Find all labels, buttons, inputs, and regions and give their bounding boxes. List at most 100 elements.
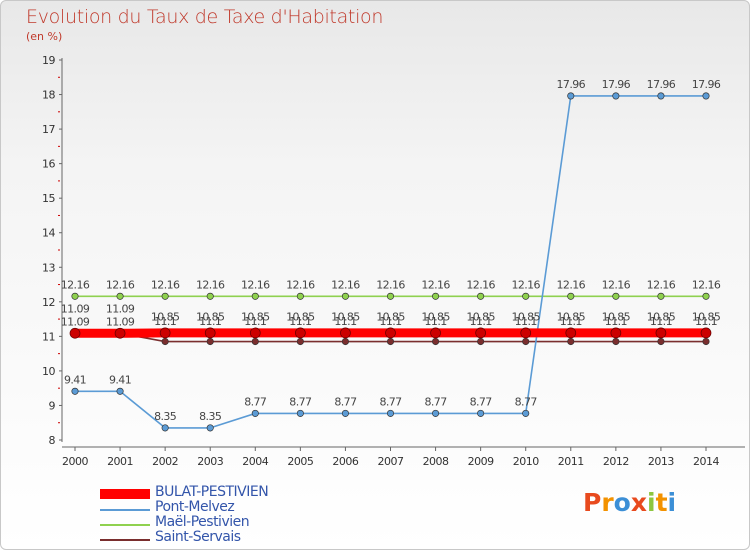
- data-label: 12.16: [466, 278, 495, 291]
- chart-subtitle: (en %): [26, 30, 63, 43]
- data-label: 8.77: [515, 395, 538, 408]
- data-point: [251, 409, 259, 417]
- x-tick-label: 2007: [378, 455, 404, 468]
- data-point: [71, 292, 79, 300]
- data-point: [341, 292, 349, 300]
- data-point: [612, 337, 620, 346]
- data-point: [116, 292, 124, 300]
- data-label: 10.85: [647, 311, 676, 324]
- data-label: 11.09: [61, 302, 90, 315]
- y-tick-label: 11: [42, 330, 55, 343]
- data-label: 11.1: [470, 315, 492, 328]
- data-point: [432, 337, 440, 346]
- data-point: [477, 409, 485, 417]
- data-label: 11.1: [199, 315, 221, 328]
- data-label: 11.1: [379, 315, 401, 328]
- logo-letter: i: [667, 488, 677, 517]
- data-label: 12.16: [151, 278, 180, 291]
- data-label: 10.85: [196, 311, 225, 324]
- data-label: 11.1: [244, 315, 266, 328]
- data-label: 11.1: [289, 315, 311, 328]
- legend-label: Pont-Melvez: [155, 499, 235, 515]
- data-point: [386, 292, 395, 300]
- data-point: [612, 292, 620, 300]
- data-point: [341, 409, 349, 417]
- x-tick-label: 2011: [558, 455, 584, 468]
- data-label: 8.77: [379, 395, 402, 408]
- series-line-1: [75, 95, 706, 429]
- data-label: 17.96: [602, 78, 631, 91]
- data-point: [702, 292, 710, 300]
- data-point: [71, 387, 79, 395]
- data-label: 12.16: [331, 278, 360, 291]
- data-point: [700, 327, 712, 339]
- data-point: [567, 92, 575, 100]
- data-label: 8.35: [154, 410, 177, 423]
- legend-label: Saint-Servais: [155, 529, 241, 545]
- x-tick-label: 2010: [513, 455, 539, 468]
- logo-letter: o: [613, 488, 631, 517]
- data-point: [206, 337, 214, 346]
- data-point: [657, 292, 665, 300]
- legend-swatch: [100, 524, 150, 526]
- data-label: 12.16: [647, 278, 676, 291]
- x-tick-label: 2001: [107, 455, 133, 468]
- logo-letter: t: [655, 488, 668, 517]
- data-point: [295, 327, 306, 339]
- data-point: [430, 327, 441, 339]
- data-point: [385, 327, 396, 339]
- data-point: [296, 409, 304, 417]
- data-point: [522, 337, 530, 346]
- data-label: 10.85: [286, 311, 315, 324]
- y-tick-label: 9: [49, 399, 56, 412]
- data-point: [341, 337, 349, 346]
- data-label: 12.16: [511, 278, 540, 291]
- x-tick-label: 2004: [242, 455, 268, 468]
- data-label: 10.85: [511, 311, 540, 324]
- data-point: [477, 337, 485, 346]
- x-tick-label: 2012: [603, 455, 629, 468]
- data-point: [251, 292, 259, 300]
- y-tick-label: 8: [49, 434, 56, 447]
- data-point: [116, 387, 124, 395]
- data-point: [206, 292, 214, 300]
- data-label: 11.1: [650, 315, 672, 328]
- data-point: [565, 327, 577, 339]
- data-point: [522, 292, 530, 300]
- logo-letter: r: [601, 488, 614, 517]
- data-point: [610, 327, 622, 339]
- y-tick-label: 12: [42, 296, 55, 309]
- data-point: [296, 292, 304, 300]
- x-tick-label: 2013: [648, 455, 674, 468]
- data-label: 17.96: [647, 78, 676, 91]
- data-label: 12.16: [692, 278, 721, 291]
- data-point: [249, 327, 261, 339]
- data-label: 11.09: [106, 302, 135, 315]
- data-label: 9.41: [109, 373, 131, 386]
- x-tick-label: 2006: [332, 455, 358, 468]
- data-label: 10.85: [376, 311, 405, 324]
- data-point: [477, 292, 485, 300]
- data-label: 8.77: [289, 395, 312, 408]
- data-point: [161, 424, 169, 432]
- data-label: 11.1: [605, 315, 627, 328]
- proxiti-logo: Proxiti: [583, 488, 676, 517]
- logo-letter: x: [630, 488, 647, 517]
- data-label: 10.85: [241, 311, 270, 324]
- data-label: 10.85: [602, 311, 631, 324]
- data-point: [567, 292, 575, 300]
- legend-swatch: [100, 489, 150, 499]
- data-label: 10.85: [331, 311, 360, 324]
- legend-label: Maël-Pestivien: [155, 514, 250, 530]
- data-point: [204, 327, 216, 339]
- data-label: 12.16: [286, 278, 315, 291]
- x-tick-label: 2003: [197, 455, 223, 468]
- logo-letter: P: [583, 488, 602, 517]
- logo-letter: i: [647, 488, 656, 517]
- data-label: 17.96: [692, 78, 721, 91]
- data-point: [520, 327, 532, 339]
- data-label: 11.1: [154, 315, 176, 328]
- data-point: [161, 337, 169, 346]
- x-tick-label: 2008: [423, 455, 449, 468]
- legend-swatch: [100, 539, 150, 541]
